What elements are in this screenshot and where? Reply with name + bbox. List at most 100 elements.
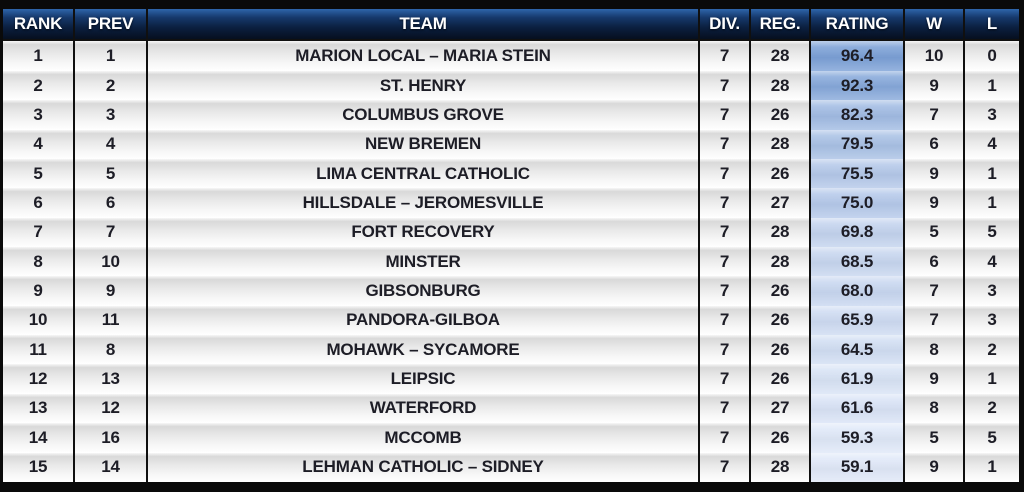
cell-rating: 82.3: [809, 100, 904, 130]
cell-w: 6: [903, 246, 964, 277]
cell-reg: 26: [749, 305, 810, 336]
cell-rating: 68.0: [809, 276, 904, 306]
cell-prev: 2: [73, 70, 147, 101]
cell-rank: 15: [3, 452, 74, 482]
cell-rating: 79.5: [809, 129, 904, 159]
cell-div: 7: [698, 423, 750, 453]
cell-team: MOHAWK – SYCAMORE: [146, 335, 699, 365]
cell-div: 7: [698, 452, 750, 482]
cell-rank: 13: [3, 393, 74, 424]
cell-team: LIMA CENTRAL CATHOLIC: [146, 158, 699, 189]
cell-l: 1: [963, 364, 1019, 394]
cell-div: 7: [698, 364, 750, 394]
cell-l: 1: [963, 188, 1019, 218]
cell-l: 4: [963, 129, 1019, 159]
table-row: 2 2 ST. HENRY 7 28 92.3 9 1: [3, 70, 1019, 101]
cell-w: 8: [903, 335, 964, 365]
cell-div: 7: [698, 217, 750, 247]
cell-prev: 16: [73, 423, 147, 453]
cell-l: 4: [963, 246, 1019, 277]
col-header-prev: PREV: [73, 9, 147, 41]
cell-rating: 61.9: [809, 364, 904, 394]
cell-w: 9: [903, 188, 964, 218]
cell-team: GIBSONBURG: [146, 276, 699, 306]
cell-rank: 5: [3, 158, 74, 189]
col-header-rank: RANK: [3, 9, 74, 41]
cell-w: 6: [903, 129, 964, 159]
cell-reg: 27: [749, 188, 810, 218]
cell-rating: 59.1: [809, 452, 904, 482]
cell-rank: 9: [3, 276, 74, 306]
cell-team: PANDORA-GILBOA: [146, 305, 699, 336]
cell-prev: 10: [73, 246, 147, 277]
cell-w: 9: [903, 364, 964, 394]
cell-reg: 26: [749, 423, 810, 453]
cell-rating: 96.4: [809, 40, 904, 71]
cell-div: 7: [698, 246, 750, 277]
cell-prev: 6: [73, 188, 147, 218]
cell-l: 3: [963, 100, 1019, 130]
cell-rank: 14: [3, 423, 74, 453]
table-row: 15 14 LEHMAN CATHOLIC – SIDNEY 7 28 59.1 9 1: [3, 452, 1019, 482]
cell-div: 7: [698, 40, 750, 71]
cell-rating: 75.5: [809, 158, 904, 189]
cell-w: 9: [903, 70, 964, 101]
table-header: RANK PREV TEAM DIV. REG. RATING W L: [3, 9, 1019, 41]
cell-w: 9: [903, 158, 964, 189]
cell-prev: 3: [73, 100, 147, 130]
cell-rank: 11: [3, 335, 74, 365]
cell-team: FORT RECOVERY: [146, 217, 699, 247]
cell-l: 2: [963, 335, 1019, 365]
rankings-body: 1 1 MARION LOCAL – MARIA STEIN 7 28 96.4 10 0 2 2…: [3, 40, 1019, 482]
cell-reg: 27: [749, 393, 810, 424]
cell-l: 5: [963, 217, 1019, 247]
table-row: 13 12 WATERFORD 7 27 61.6 8 2: [3, 393, 1019, 424]
cell-reg: 28: [749, 40, 810, 71]
cell-l: 2: [963, 393, 1019, 424]
cell-reg: 28: [749, 217, 810, 247]
cell-rank: 8: [3, 246, 74, 277]
table-row: 8 10 MINSTER 7 28 68.5 6 4: [3, 246, 1019, 277]
cell-div: 7: [698, 276, 750, 306]
cell-rank: 3: [3, 100, 74, 130]
cell-team: WATERFORD: [146, 393, 699, 424]
col-header-w: W: [903, 9, 964, 41]
cell-w: 9: [903, 452, 964, 482]
cell-rank: 2: [3, 70, 74, 101]
cell-prev: 1: [73, 40, 147, 71]
col-header-rating: RATING: [809, 9, 904, 41]
cell-prev: 13: [73, 364, 147, 394]
table-row: 4 4 NEW BREMEN 7 28 79.5 6 4: [3, 129, 1019, 159]
cell-div: 7: [698, 158, 750, 189]
cell-team: LEHMAN CATHOLIC – SIDNEY: [146, 452, 699, 482]
cell-reg: 26: [749, 100, 810, 130]
cell-team: ST. HENRY: [146, 70, 699, 101]
cell-l: 5: [963, 423, 1019, 453]
cell-prev: 8: [73, 335, 147, 365]
cell-reg: 28: [749, 129, 810, 159]
table-row: 9 9 GIBSONBURG 7 26 68.0 7 3: [3, 276, 1019, 306]
cell-team: MINSTER: [146, 246, 699, 277]
cell-rank: 12: [3, 364, 74, 394]
cell-team: MARION LOCAL – MARIA STEIN: [146, 40, 699, 71]
col-header-l: L: [963, 9, 1019, 41]
cell-div: 7: [698, 70, 750, 101]
cell-rating: 68.5: [809, 246, 904, 277]
cell-reg: 26: [749, 335, 810, 365]
cell-reg: 28: [749, 246, 810, 277]
cell-rating: 64.5: [809, 335, 904, 365]
cell-rank: 10: [3, 305, 74, 336]
cell-rating: 69.8: [809, 217, 904, 247]
rankings-table: RANK PREV TEAM DIV. REG. RATING W L 1 1 MARION LO…: [3, 9, 1019, 482]
cell-rank: 6: [3, 188, 74, 218]
cell-prev: 4: [73, 129, 147, 159]
cell-l: 0: [963, 40, 1019, 71]
cell-rank: 4: [3, 129, 74, 159]
cell-w: 7: [903, 276, 964, 306]
cell-rank: 1: [3, 40, 74, 71]
cell-rank: 7: [3, 217, 74, 247]
cell-div: 7: [698, 305, 750, 336]
cell-w: 7: [903, 305, 964, 336]
cell-w: 8: [903, 393, 964, 424]
